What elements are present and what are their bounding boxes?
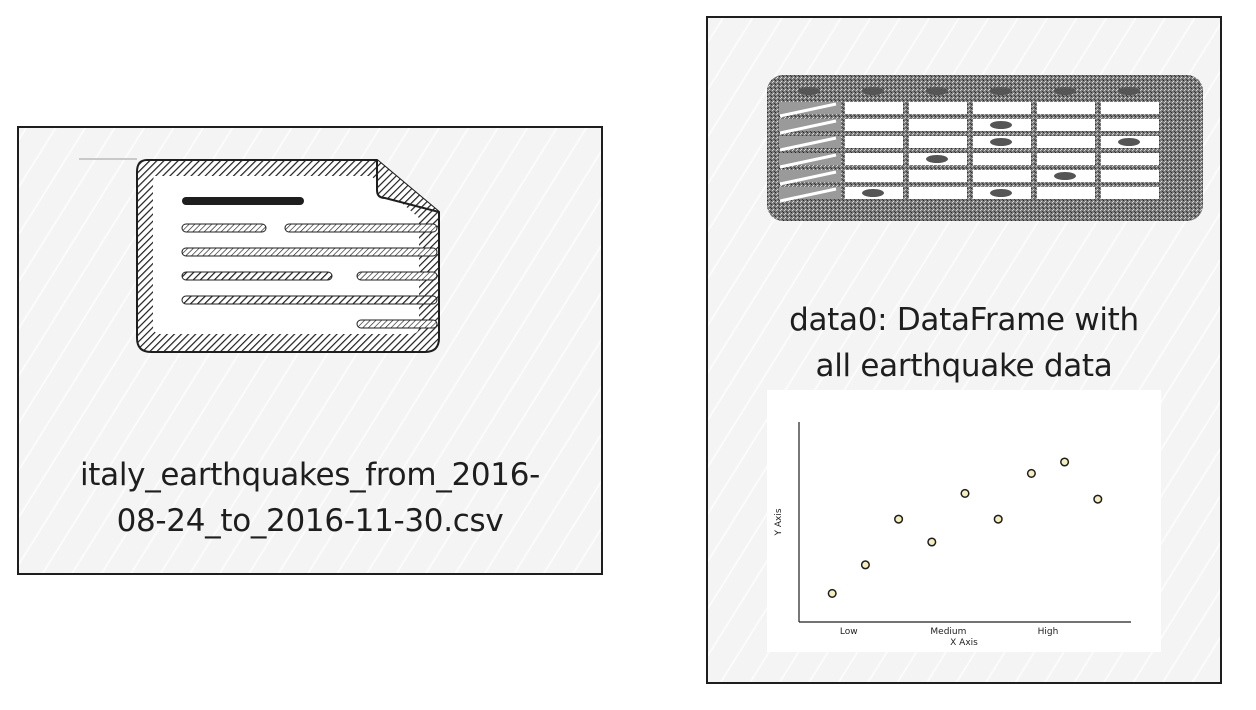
csv-filename-label: italy_earthquakes_from_2016- 08-24_to_20… <box>19 452 601 544</box>
dataframe-label-line-1: data0: DataFrame with <box>789 302 1139 338</box>
dataframe-label-line-2: all earthquake data <box>815 348 1113 384</box>
x-tick-label: Low <box>840 627 858 637</box>
x-tick-label: High <box>1038 627 1059 637</box>
document-icon <box>79 158 440 353</box>
filename-line-2: 08-24_to_2016-11-30.csv <box>116 503 504 539</box>
x-tick-label: Medium <box>930 627 966 637</box>
data-point <box>894 514 904 524</box>
data-point <box>993 514 1003 524</box>
filename-line-1: italy_earthquakes_from_2016- <box>79 457 541 493</box>
data-point <box>1026 468 1036 478</box>
data-point <box>1060 457 1070 467</box>
data-point <box>927 537 937 547</box>
csv-file-card: italy_earthquakes_from_2016- 08-24_to_20… <box>17 126 603 575</box>
data-point <box>1093 494 1103 504</box>
dataframe-label: data0: DataFrame with all earthquake dat… <box>708 297 1220 389</box>
x-axis-label: X Axis <box>950 638 978 648</box>
data-point <box>860 560 870 570</box>
data-point <box>827 588 837 598</box>
table-icon <box>767 75 1203 221</box>
data-point <box>960 488 970 498</box>
dataframe-card: data0: DataFrame with all earthquake dat… <box>706 16 1222 684</box>
scatter-chart-svg: Low Medium High X Axis Y Axis <box>774 422 1131 648</box>
y-axis-label: Y Axis <box>774 508 784 536</box>
scatter-chart: Low Medium High X Axis Y Axis <box>767 390 1161 652</box>
